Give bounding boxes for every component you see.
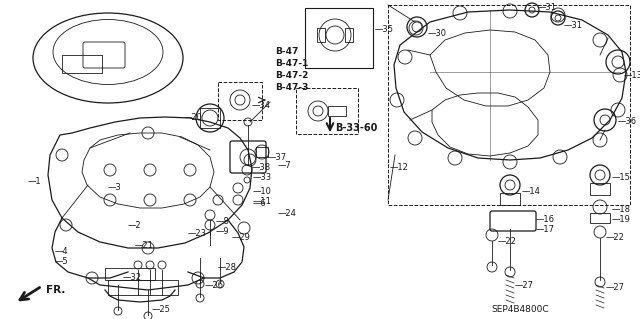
Text: —38: —38 (252, 164, 271, 173)
Text: B-47-3: B-47-3 (275, 84, 308, 93)
Text: SEP4B4800C: SEP4B4800C (491, 306, 549, 315)
Text: B-47-1: B-47-1 (275, 60, 308, 69)
Text: —16: —16 (536, 216, 555, 225)
Text: —27: —27 (515, 280, 534, 290)
Bar (328, 106, 346, 116)
Text: —35: —35 (375, 26, 394, 34)
Text: —24: —24 (278, 209, 297, 218)
Text: —17: —17 (536, 226, 555, 234)
Bar (345, 28, 353, 42)
Text: —10: —10 (253, 188, 272, 197)
Bar (200, 108, 220, 128)
Text: —12: —12 (390, 164, 409, 173)
Text: —13: —13 (624, 70, 640, 79)
Text: —8: —8 (216, 218, 230, 226)
Text: B-47-2: B-47-2 (275, 71, 308, 80)
Text: —3: —3 (108, 182, 122, 191)
Text: —6: —6 (253, 198, 267, 207)
Bar (590, 183, 610, 195)
Bar (256, 147, 268, 157)
Text: —31: —31 (564, 20, 583, 29)
Bar (305, 8, 373, 68)
Text: FR.: FR. (46, 285, 65, 295)
Bar (500, 193, 520, 205)
Bar (105, 268, 155, 280)
Text: —1: —1 (28, 177, 42, 187)
Text: —14: —14 (522, 188, 541, 197)
Bar (62, 55, 102, 73)
Text: —29: —29 (232, 234, 251, 242)
Text: —25: —25 (152, 306, 171, 315)
Text: —11: —11 (253, 197, 272, 206)
Bar (218, 82, 262, 120)
Text: —23: —23 (188, 228, 207, 238)
Text: —30: —30 (428, 28, 447, 38)
Text: —36: —36 (618, 117, 637, 127)
Text: —4: —4 (55, 248, 68, 256)
Text: —15: —15 (612, 174, 631, 182)
Text: —7: —7 (278, 160, 292, 169)
Bar (296, 88, 358, 134)
Text: B-47: B-47 (275, 48, 298, 56)
Text: —20: —20 (184, 114, 203, 122)
Text: —27: —27 (606, 284, 625, 293)
Text: —9: —9 (216, 227, 230, 236)
Text: —21: —21 (135, 241, 154, 249)
Text: B-33-60: B-33-60 (335, 123, 378, 133)
Text: —33: —33 (253, 174, 272, 182)
Bar (317, 28, 325, 42)
Text: —31: —31 (538, 4, 557, 12)
Text: —18: —18 (612, 205, 631, 214)
Text: —22: —22 (606, 234, 625, 242)
Text: —37: —37 (268, 152, 287, 161)
Bar (590, 213, 610, 223)
Bar (108, 280, 178, 295)
Text: —32: —32 (123, 273, 142, 283)
Text: —34: —34 (252, 100, 271, 109)
Text: —19: —19 (612, 216, 631, 225)
Text: —5: —5 (55, 257, 68, 266)
Text: —2: —2 (128, 220, 141, 229)
Text: —26: —26 (205, 280, 224, 290)
Text: —28: —28 (218, 263, 237, 272)
Text: —22: —22 (498, 238, 517, 247)
